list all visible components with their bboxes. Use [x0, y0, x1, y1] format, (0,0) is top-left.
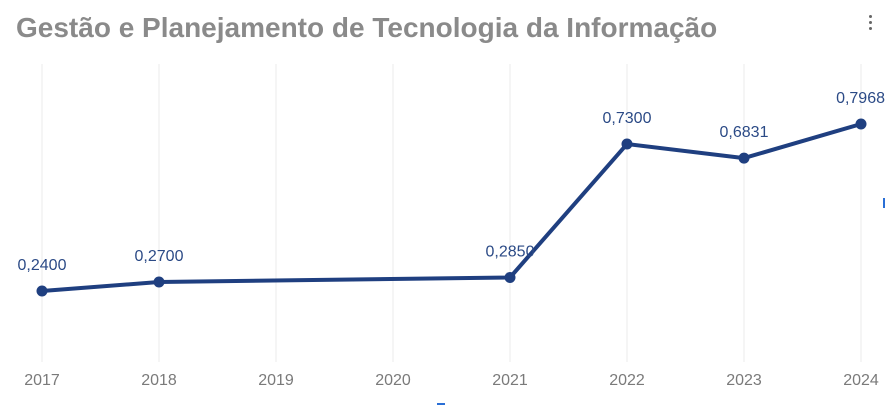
data-points — [36, 118, 867, 297]
x-tick-label: 2023 — [726, 372, 762, 389]
data-labels: 0,2400 0,2700 0,2850 0,7300 0,6831 0,7968 — [18, 90, 886, 274]
data-label-2023: 0,6831 — [720, 124, 769, 141]
data-label-2018: 0,2700 — [135, 248, 184, 265]
data-label-2021: 0,2850 — [486, 244, 535, 261]
data-label-2017: 0,2400 — [18, 257, 67, 274]
data-label-2022: 0,7300 — [603, 110, 652, 127]
data-label-2024: 0,7968 — [836, 90, 885, 107]
series-line — [40, 122, 863, 293]
grid-lines — [41, 64, 862, 362]
kebab-vertical-icon[interactable] — [860, 4, 880, 40]
x-tick-label: 2017 — [24, 372, 60, 389]
edge-marker-bottom — [437, 403, 445, 405]
x-tick-label: 2018 — [141, 372, 177, 389]
data-point-2017[interactable] — [36, 285, 48, 297]
x-axis-ticks: 2017 2018 2019 2020 2021 2022 2023 2024 — [24, 372, 879, 389]
edge-marker — [883, 198, 885, 208]
data-point-2021[interactable] — [504, 272, 516, 284]
x-tick-label: 2021 — [492, 372, 528, 389]
x-tick-label: 2024 — [843, 372, 879, 389]
x-tick-label: 2019 — [258, 372, 294, 389]
chart-title: Gestão e Planejamento de Tecnologia da I… — [16, 12, 718, 43]
data-point-2024[interactable] — [855, 118, 867, 130]
data-point-2023[interactable] — [738, 152, 750, 164]
series-polyline — [40, 122, 863, 293]
data-point-2022[interactable] — [621, 138, 633, 150]
x-tick-label: 2022 — [609, 372, 645, 389]
data-point-2018[interactable] — [153, 276, 165, 288]
x-tick-label: 2020 — [375, 372, 411, 389]
